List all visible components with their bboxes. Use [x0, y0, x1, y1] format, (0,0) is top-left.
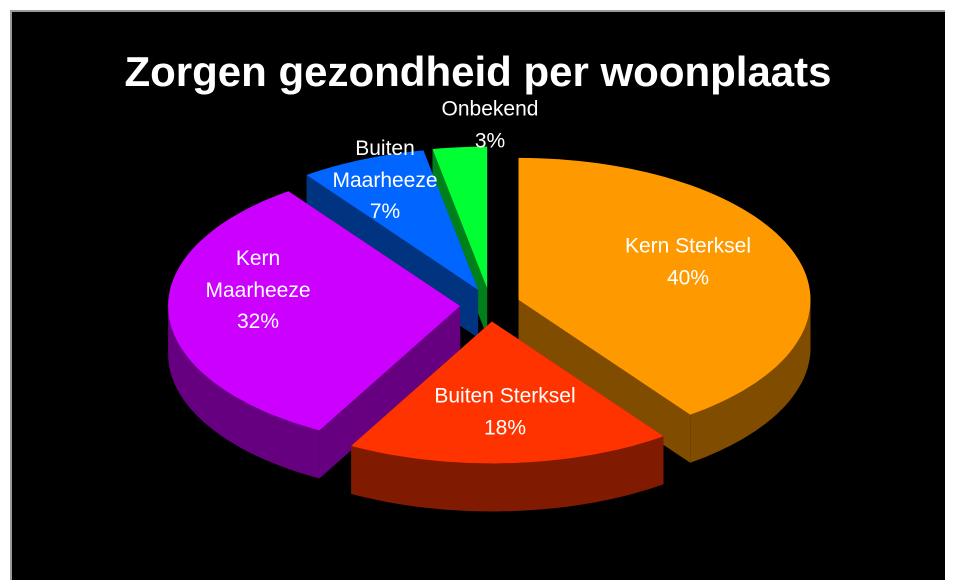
- slice-side: [690, 299, 811, 463]
- slice: [168, 191, 461, 431]
- slice-side: [168, 306, 320, 479]
- data-label: Buiten Sterksel 18%: [405, 381, 605, 444]
- slice: [306, 150, 479, 290]
- slice: [432, 146, 488, 289]
- slice-side: [518, 299, 691, 463]
- data-label: Kern Maarheeze 32%: [198, 243, 318, 338]
- slice-side: [319, 306, 461, 479]
- category-label: Kern Sterksel: [624, 234, 752, 258]
- slice: [518, 157, 811, 415]
- data-label: Kern Sterksel 40%: [588, 231, 788, 294]
- value-label: 32%: [236, 309, 280, 333]
- value-label: 18%: [483, 416, 527, 439]
- category-label: Buiten Maarheeze: [332, 136, 438, 192]
- data-label: Onbekend 3%: [390, 94, 590, 157]
- value-label: 7%: [369, 199, 401, 223]
- category-label: Kern Maarheeze: [205, 246, 311, 302]
- data-label: Buiten Maarheeze 7%: [325, 133, 445, 228]
- slice: [351, 321, 664, 464]
- category-label: Buiten Sterksel: [434, 384, 576, 408]
- value-label: 40%: [666, 266, 710, 289]
- slice-side: [351, 436, 664, 512]
- value-label: 3%: [474, 129, 506, 152]
- category-label: Onbekend: [441, 97, 539, 121]
- chart-title: Zorgen gezondheid per woonplaats: [124, 48, 832, 95]
